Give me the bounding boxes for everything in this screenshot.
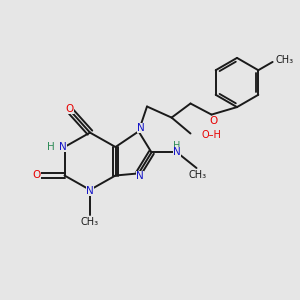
Text: H: H xyxy=(46,142,54,152)
Text: H: H xyxy=(173,141,181,151)
Text: O: O xyxy=(32,170,41,181)
Text: N: N xyxy=(59,142,67,152)
Text: O–H: O–H xyxy=(202,130,221,140)
Text: N: N xyxy=(86,186,94,197)
Text: O: O xyxy=(209,116,217,126)
Text: CH₃: CH₃ xyxy=(81,217,99,227)
Text: O: O xyxy=(65,103,74,114)
Text: N: N xyxy=(173,147,181,158)
Text: N: N xyxy=(137,123,145,134)
Text: CH₃: CH₃ xyxy=(276,56,294,65)
Text: CH₃: CH₃ xyxy=(189,169,207,180)
Text: N: N xyxy=(136,171,144,182)
